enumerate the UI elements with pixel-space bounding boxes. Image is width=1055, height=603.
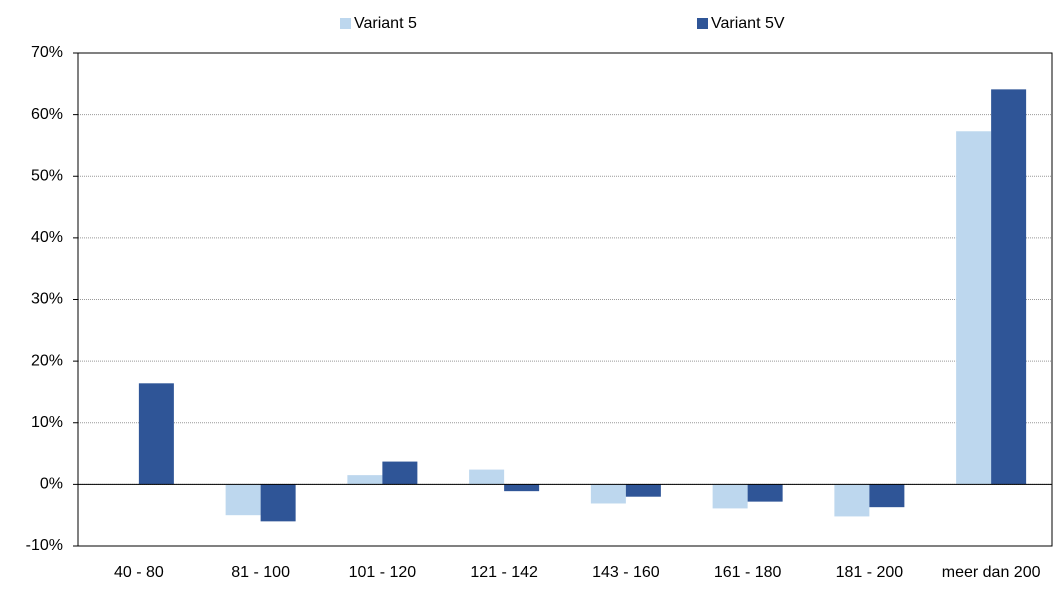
y-tick-label: -10%: [26, 537, 63, 554]
x-tick-label: 143 - 160: [592, 564, 660, 581]
y-tick-label: 50%: [31, 167, 63, 184]
bar: [991, 89, 1027, 485]
legend-label: Variant 5V: [711, 15, 785, 32]
bar: [869, 484, 905, 508]
bar: [225, 484, 261, 516]
y-tick-label: 70%: [31, 44, 63, 61]
x-tick-label: 40 - 80: [113, 564, 164, 581]
bar: [504, 484, 540, 492]
legend-swatch: [697, 18, 708, 29]
bar: [469, 469, 505, 485]
plot-border: [77, 52, 1053, 547]
bar: [747, 484, 783, 502]
y-tick-label: 30%: [31, 291, 63, 308]
y-tick-label: 10%: [31, 414, 63, 431]
bar: [138, 383, 174, 485]
legend-swatch: [340, 18, 351, 29]
bar: [625, 484, 661, 497]
bar: [260, 484, 296, 522]
legend-label: Variant 5: [354, 15, 417, 32]
bar: [347, 475, 383, 485]
x-tick-label: 101 - 120: [348, 564, 417, 581]
y-tick-label: 60%: [31, 106, 63, 123]
bar: [590, 484, 626, 504]
bar: [956, 131, 992, 485]
x-tick-label: meer dan 200: [941, 564, 1041, 581]
x-tick-label: 181 - 200: [835, 564, 904, 581]
x-tick-label: 121 - 142: [470, 564, 538, 581]
bar: [712, 484, 748, 509]
bar: [834, 484, 870, 517]
bar: [382, 461, 418, 485]
y-tick-label: 20%: [31, 352, 63, 369]
y-tick-label: 40%: [31, 229, 63, 246]
y-tick-label: 0%: [40, 476, 63, 493]
x-tick-label: 81 - 100: [231, 564, 290, 581]
x-tick-label: 161 - 180: [713, 564, 782, 581]
